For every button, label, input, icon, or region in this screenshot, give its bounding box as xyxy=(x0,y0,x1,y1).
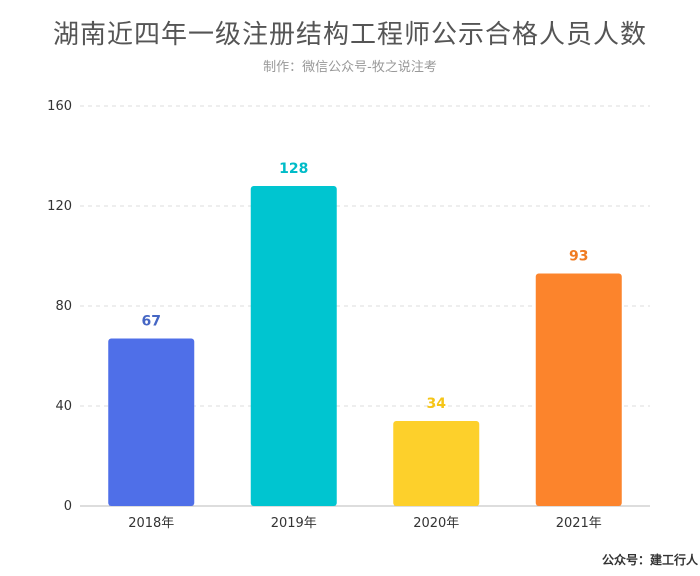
bar xyxy=(393,421,480,506)
x-tick-label: 2018年 xyxy=(128,516,174,531)
bar xyxy=(535,273,622,506)
y-tick-label: 80 xyxy=(55,299,72,314)
watermark-text: 公众号：建工行人 xyxy=(601,553,698,567)
chart-subtitle: 制作：微信公众号-牧之说注考 xyxy=(263,60,437,75)
data-label: 34 xyxy=(427,396,447,412)
bar xyxy=(250,186,337,506)
bar xyxy=(108,338,195,506)
x-tick-label: 2019年 xyxy=(271,516,317,531)
y-tick-label: 160 xyxy=(47,99,72,114)
data-label: 128 xyxy=(279,161,308,177)
data-label: 67 xyxy=(142,314,161,330)
chart-title: 湖南近四年一级注册结构工程师公示合格人员人数 xyxy=(52,20,647,50)
y-tick-label: 120 xyxy=(47,199,72,214)
x-tick-label: 2020年 xyxy=(413,516,459,531)
y-tick-label: 40 xyxy=(55,399,72,414)
y-tick-label: 0 xyxy=(64,499,72,514)
x-tick-label: 2021年 xyxy=(556,516,602,531)
data-label: 93 xyxy=(569,249,588,265)
